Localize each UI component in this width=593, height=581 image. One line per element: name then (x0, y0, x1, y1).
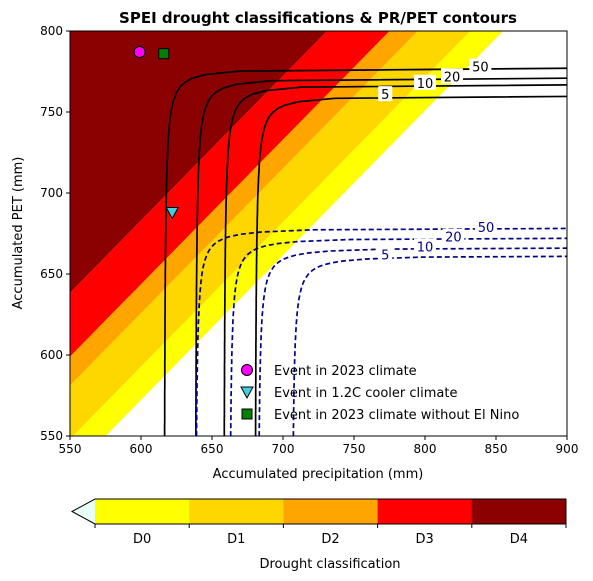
x-tick-label: 650 (201, 442, 224, 456)
legend-entry: Event in 1.2C cooler climate (240, 386, 457, 401)
contour-label-dashed-5: 5 (381, 249, 389, 264)
contour-label-bg-solid-5 (378, 86, 393, 102)
plot-frame (69, 30, 568, 437)
event-marker-square (158, 48, 170, 60)
contour-label-bg-solid-50 (469, 58, 492, 74)
legend-entry: Event in 2023 climate without El Nino (241, 408, 519, 423)
contour-label-dashed-50: 50 (478, 221, 495, 236)
colorbar-swatch-d4 (471, 499, 567, 524)
legend-marker-square (241, 408, 253, 420)
legend-entry: Event in 2023 climate (241, 364, 417, 379)
contour-label-solid-50: 50 (472, 61, 489, 76)
contour-dashed-50 (195, 227, 567, 436)
contour-label-bg-solid-10 (414, 74, 436, 90)
x-tick-label: 800 (414, 442, 437, 456)
legend-marker-triangle-down (240, 386, 254, 400)
legend-label: Event in 2023 climate without El Nino (274, 408, 519, 423)
colorbar-tick-label: D4 (510, 532, 528, 547)
y-tick-label: 700 (40, 186, 63, 200)
contour-label-bg-dashed-5 (378, 246, 393, 262)
y-tick-label: 650 (40, 267, 63, 281)
contour-solid-10 (223, 84, 567, 436)
contour-lines: 50 20 10 5 50 20 10 5 (163, 58, 567, 436)
y-tick-label: 550 (40, 429, 63, 443)
contour-label-bg-solid-20 (440, 68, 463, 84)
colorbar-extend-min (72, 499, 95, 524)
x-tick-label: 700 (272, 442, 295, 456)
y-tick-label: 600 (40, 348, 63, 362)
contour-label-dashed-10: 10 (417, 240, 434, 255)
y-axis: 550 600 650 700 750 800 (40, 24, 70, 443)
band-d3 (70, 31, 390, 357)
contour-dashed-20 (229, 237, 567, 436)
contour-label-dashed-20: 20 (445, 231, 462, 246)
contour-label-solid-10: 10 (417, 77, 434, 92)
colorbar-tick-label: D0 (133, 532, 151, 547)
colorbar-tick-label: D2 (321, 532, 339, 547)
legend: Event in 2023 climate Event in 1.2C coole… (240, 364, 519, 423)
contour-solid-20 (195, 77, 567, 436)
plot-area: 50 20 10 5 50 20 10 5 (70, 31, 567, 436)
x-tick-label: 900 (556, 442, 579, 456)
legend-marker-circle (241, 364, 253, 376)
event-markers (133, 46, 180, 220)
colorbar-swatch-d2 (283, 499, 379, 524)
colorbar-tick-label: D3 (416, 532, 434, 547)
contour-label-solid-20: 20 (444, 70, 461, 85)
y-tick-label: 800 (40, 24, 63, 38)
colorbar-swatch-d1 (189, 499, 284, 524)
contour-solid-5 (254, 95, 567, 436)
contour-dashed-10 (258, 247, 567, 436)
event-marker-circle (133, 46, 146, 59)
y-axis-label: Accumulated PET (mm) (11, 157, 26, 310)
band-d0 (72, 31, 504, 436)
event-marker-triangle-down (165, 206, 180, 220)
x-tick-label: 550 (59, 442, 82, 456)
colorbar: D0 D1 D2 D3 D4 (70, 498, 567, 547)
contour-label-bg-dashed-10 (414, 238, 436, 254)
x-axis: 550 600 650 700 750 800 850 900 (59, 436, 579, 456)
x-axis-label: Accumulated precipitation (mm) (213, 467, 424, 482)
y-tick-label: 750 (40, 105, 63, 119)
x-tick-label: 600 (130, 442, 153, 456)
contour-label-bg-dashed-50 (475, 219, 498, 235)
band-d2 (70, 31, 418, 386)
colorbar-label: Drought classification (259, 557, 400, 572)
x-tick-label: 750 (343, 442, 366, 456)
colorbar-swatch-d3 (377, 499, 473, 524)
contour-solid-50 (163, 67, 567, 436)
chart-title: SPEI drought classifications & PR/PET co… (119, 9, 517, 27)
contour-label-bg-dashed-20 (442, 228, 465, 244)
colorbar-swatch-d0 (95, 499, 190, 524)
colorbar-frame (70, 498, 567, 525)
legend-label: Event in 1.2C cooler climate (274, 386, 457, 401)
classification-bands (70, 31, 504, 436)
colorbar-tick-label: D1 (227, 532, 245, 547)
contour-label-solid-5: 5 (381, 88, 389, 103)
x-tick-label: 850 (485, 442, 508, 456)
band-d1 (70, 31, 471, 436)
legend-label: Event in 2023 climate (274, 364, 417, 379)
